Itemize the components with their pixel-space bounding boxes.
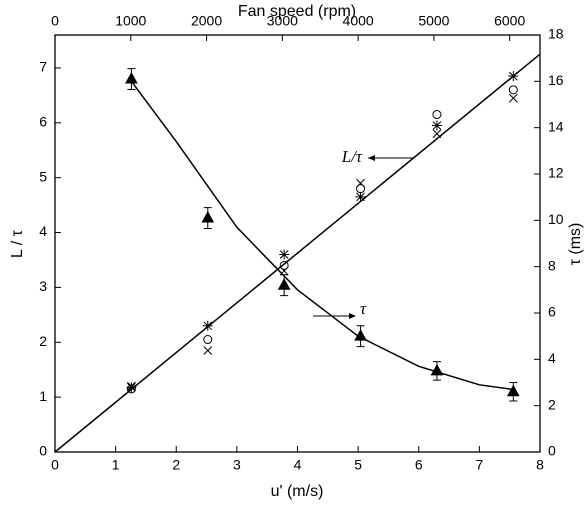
fit-line (54, 53, 541, 453)
x2-tick-label: 6000 (494, 13, 525, 29)
marker (431, 120, 442, 131)
x-axis-label: u' (m/s) (271, 483, 324, 500)
marker (508, 93, 518, 103)
x2-tick-label: 5000 (418, 13, 449, 29)
y2-tick-label: 16 (548, 72, 564, 88)
fit-line (130, 80, 514, 391)
x-tick-label: 7 (475, 457, 483, 473)
y2-tick-label: 2 (548, 396, 556, 412)
marker (430, 363, 444, 376)
y2-tick-label: 0 (548, 443, 556, 459)
x2-tick-label: 4000 (343, 13, 374, 29)
marker (125, 71, 138, 84)
x-tick-label: 0 (51, 457, 59, 473)
marker (432, 110, 442, 120)
y-tick-label: 0 (39, 443, 47, 459)
marker (279, 266, 289, 276)
y2-tick-label: 10 (548, 211, 564, 227)
y-tick-label: 7 (39, 59, 47, 75)
x2-tick-label: 2000 (191, 13, 222, 29)
x-tick-label: 6 (415, 457, 423, 473)
marker (432, 129, 442, 139)
x2-tick-label: 0 (51, 13, 59, 29)
x-tick-label: 3 (233, 457, 241, 473)
y2-tick-label: 12 (548, 165, 564, 181)
marker (202, 320, 213, 331)
y-tick-label: 4 (39, 223, 47, 239)
marker (277, 278, 291, 290)
y-axis-label: L / τ (9, 229, 26, 258)
y2-tick-label: 8 (548, 257, 556, 273)
y2-axis-label: τ (ms) (567, 223, 584, 266)
x2-tick-label: 3000 (267, 13, 298, 29)
y2-tick-label: 14 (548, 118, 564, 134)
marker (126, 384, 136, 394)
x2-axis-label: Fan speed (rpm) (238, 3, 356, 20)
y2-tick-label: 4 (548, 350, 556, 366)
y2-tick-label: 18 (548, 26, 564, 42)
x-tick-label: 5 (354, 457, 362, 473)
marker (354, 329, 367, 341)
y-tick-label: 3 (39, 278, 47, 294)
y-tick-label: 5 (39, 168, 47, 184)
marker (508, 85, 518, 95)
marker (356, 178, 365, 188)
x-tick-label: 2 (172, 457, 180, 473)
annotation-arrowhead (368, 155, 375, 161)
x-tick-label: 8 (536, 457, 544, 473)
annotation: τ (360, 299, 367, 318)
x-tick-label: 1 (112, 457, 120, 473)
x-tick-label: 4 (294, 457, 302, 473)
marker (203, 346, 213, 355)
marker (203, 335, 213, 345)
annotation: L/τ (341, 147, 363, 166)
marker (201, 210, 215, 223)
marker (279, 249, 290, 260)
y-tick-label: 6 (39, 113, 47, 129)
marker (355, 191, 366, 202)
annotation-arrowhead (349, 313, 356, 319)
marker (506, 384, 520, 397)
x2-tick-label: 1000 (115, 13, 146, 29)
marker (508, 71, 519, 82)
y-tick-label: 2 (39, 333, 47, 349)
y2-tick-label: 6 (548, 304, 556, 320)
marker (126, 382, 137, 393)
y-tick-label: 1 (39, 388, 47, 404)
